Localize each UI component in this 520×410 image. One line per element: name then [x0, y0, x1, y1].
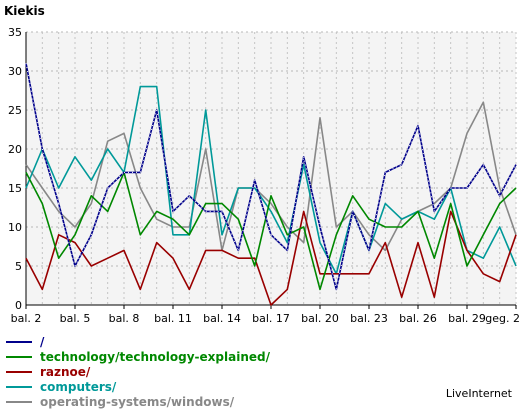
chart-legend: / technology/technology-explained/raznoe/…: [6, 335, 270, 410]
series-line-dot-overlay: [303, 156, 321, 228]
legend-item: raznoe/: [6, 365, 270, 379]
legend-swatch: [6, 386, 32, 388]
x-tick-label: bal. 17: [252, 312, 290, 325]
legend-label: computers/: [40, 380, 117, 394]
x-tick-label: bal. 11: [154, 312, 192, 325]
y-tick-label: 30: [8, 65, 22, 78]
y-tick-label: 20: [8, 143, 22, 156]
x-tick-label: bal. 5: [60, 312, 91, 325]
line-chart: 0 5 10 15 20 25 30 35 bal. 2 bal. 5 bal. 8 bal. 11 b…: [8, 26, 520, 325]
series-line-dot-overlay: [58, 203, 76, 267]
series-line-4: [25, 101, 517, 252]
series-line-dot-overlay: [139, 109, 158, 173]
y-tick-label: 25: [8, 104, 22, 117]
series-line-dot-overlay: [25, 63, 43, 150]
y-tick-label: 35: [8, 26, 22, 39]
series-line-dot-overlay: [254, 180, 272, 235]
y-tick-label: 15: [8, 182, 22, 195]
legend-swatch: [6, 371, 32, 373]
x-tick-label: bal. 8: [109, 312, 140, 325]
series-line-3: [25, 85, 517, 275]
y-tick-label: 5: [15, 260, 22, 273]
legend-item: /: [6, 335, 270, 349]
x-tick-label: geg. 2: [485, 312, 520, 325]
series-line-dot-overlay: [319, 226, 337, 290]
legend-label: technology/technology-explained/: [40, 350, 270, 364]
series-line-dot-overlay: [466, 164, 484, 189]
x-tick-label: bal. 2: [11, 312, 42, 325]
y-tick-label: 0: [15, 299, 22, 312]
x-tick-label: bal. 26: [399, 312, 437, 325]
legend-item: operating-systems/windows/: [6, 395, 270, 409]
series-line-1: [25, 171, 517, 291]
legend-swatch: [6, 341, 32, 343]
series-line-dot-overlay: [41, 148, 60, 204]
series-line-dot-overlay: [433, 187, 452, 212]
legend-swatch: [6, 356, 32, 358]
x-tick-label: bal. 14: [203, 312, 241, 325]
branding-label: LiveInternet: [445, 387, 512, 400]
legend-item: technology/technology-explained/: [6, 350, 270, 364]
x-tick-label: bal. 29: [448, 312, 486, 325]
y-tick-label: 10: [8, 221, 22, 234]
x-tick-label: bal. 23: [350, 312, 388, 325]
series-line-dot-overlay: [237, 180, 256, 251]
series-line-dot-overlay: [417, 125, 435, 212]
series-line-2: [25, 210, 517, 306]
x-tick-label: bal. 20: [301, 312, 339, 325]
legend-label: raznoe/: [40, 365, 91, 379]
chart-title: Kiekis: [4, 4, 45, 18]
legend-swatch: [6, 401, 32, 403]
legend-label: /: [40, 335, 45, 349]
legend-label: operating-systems/windows/: [40, 395, 235, 409]
series-line-dot-overlay: [90, 187, 109, 235]
legend-item: computers/: [6, 380, 270, 394]
